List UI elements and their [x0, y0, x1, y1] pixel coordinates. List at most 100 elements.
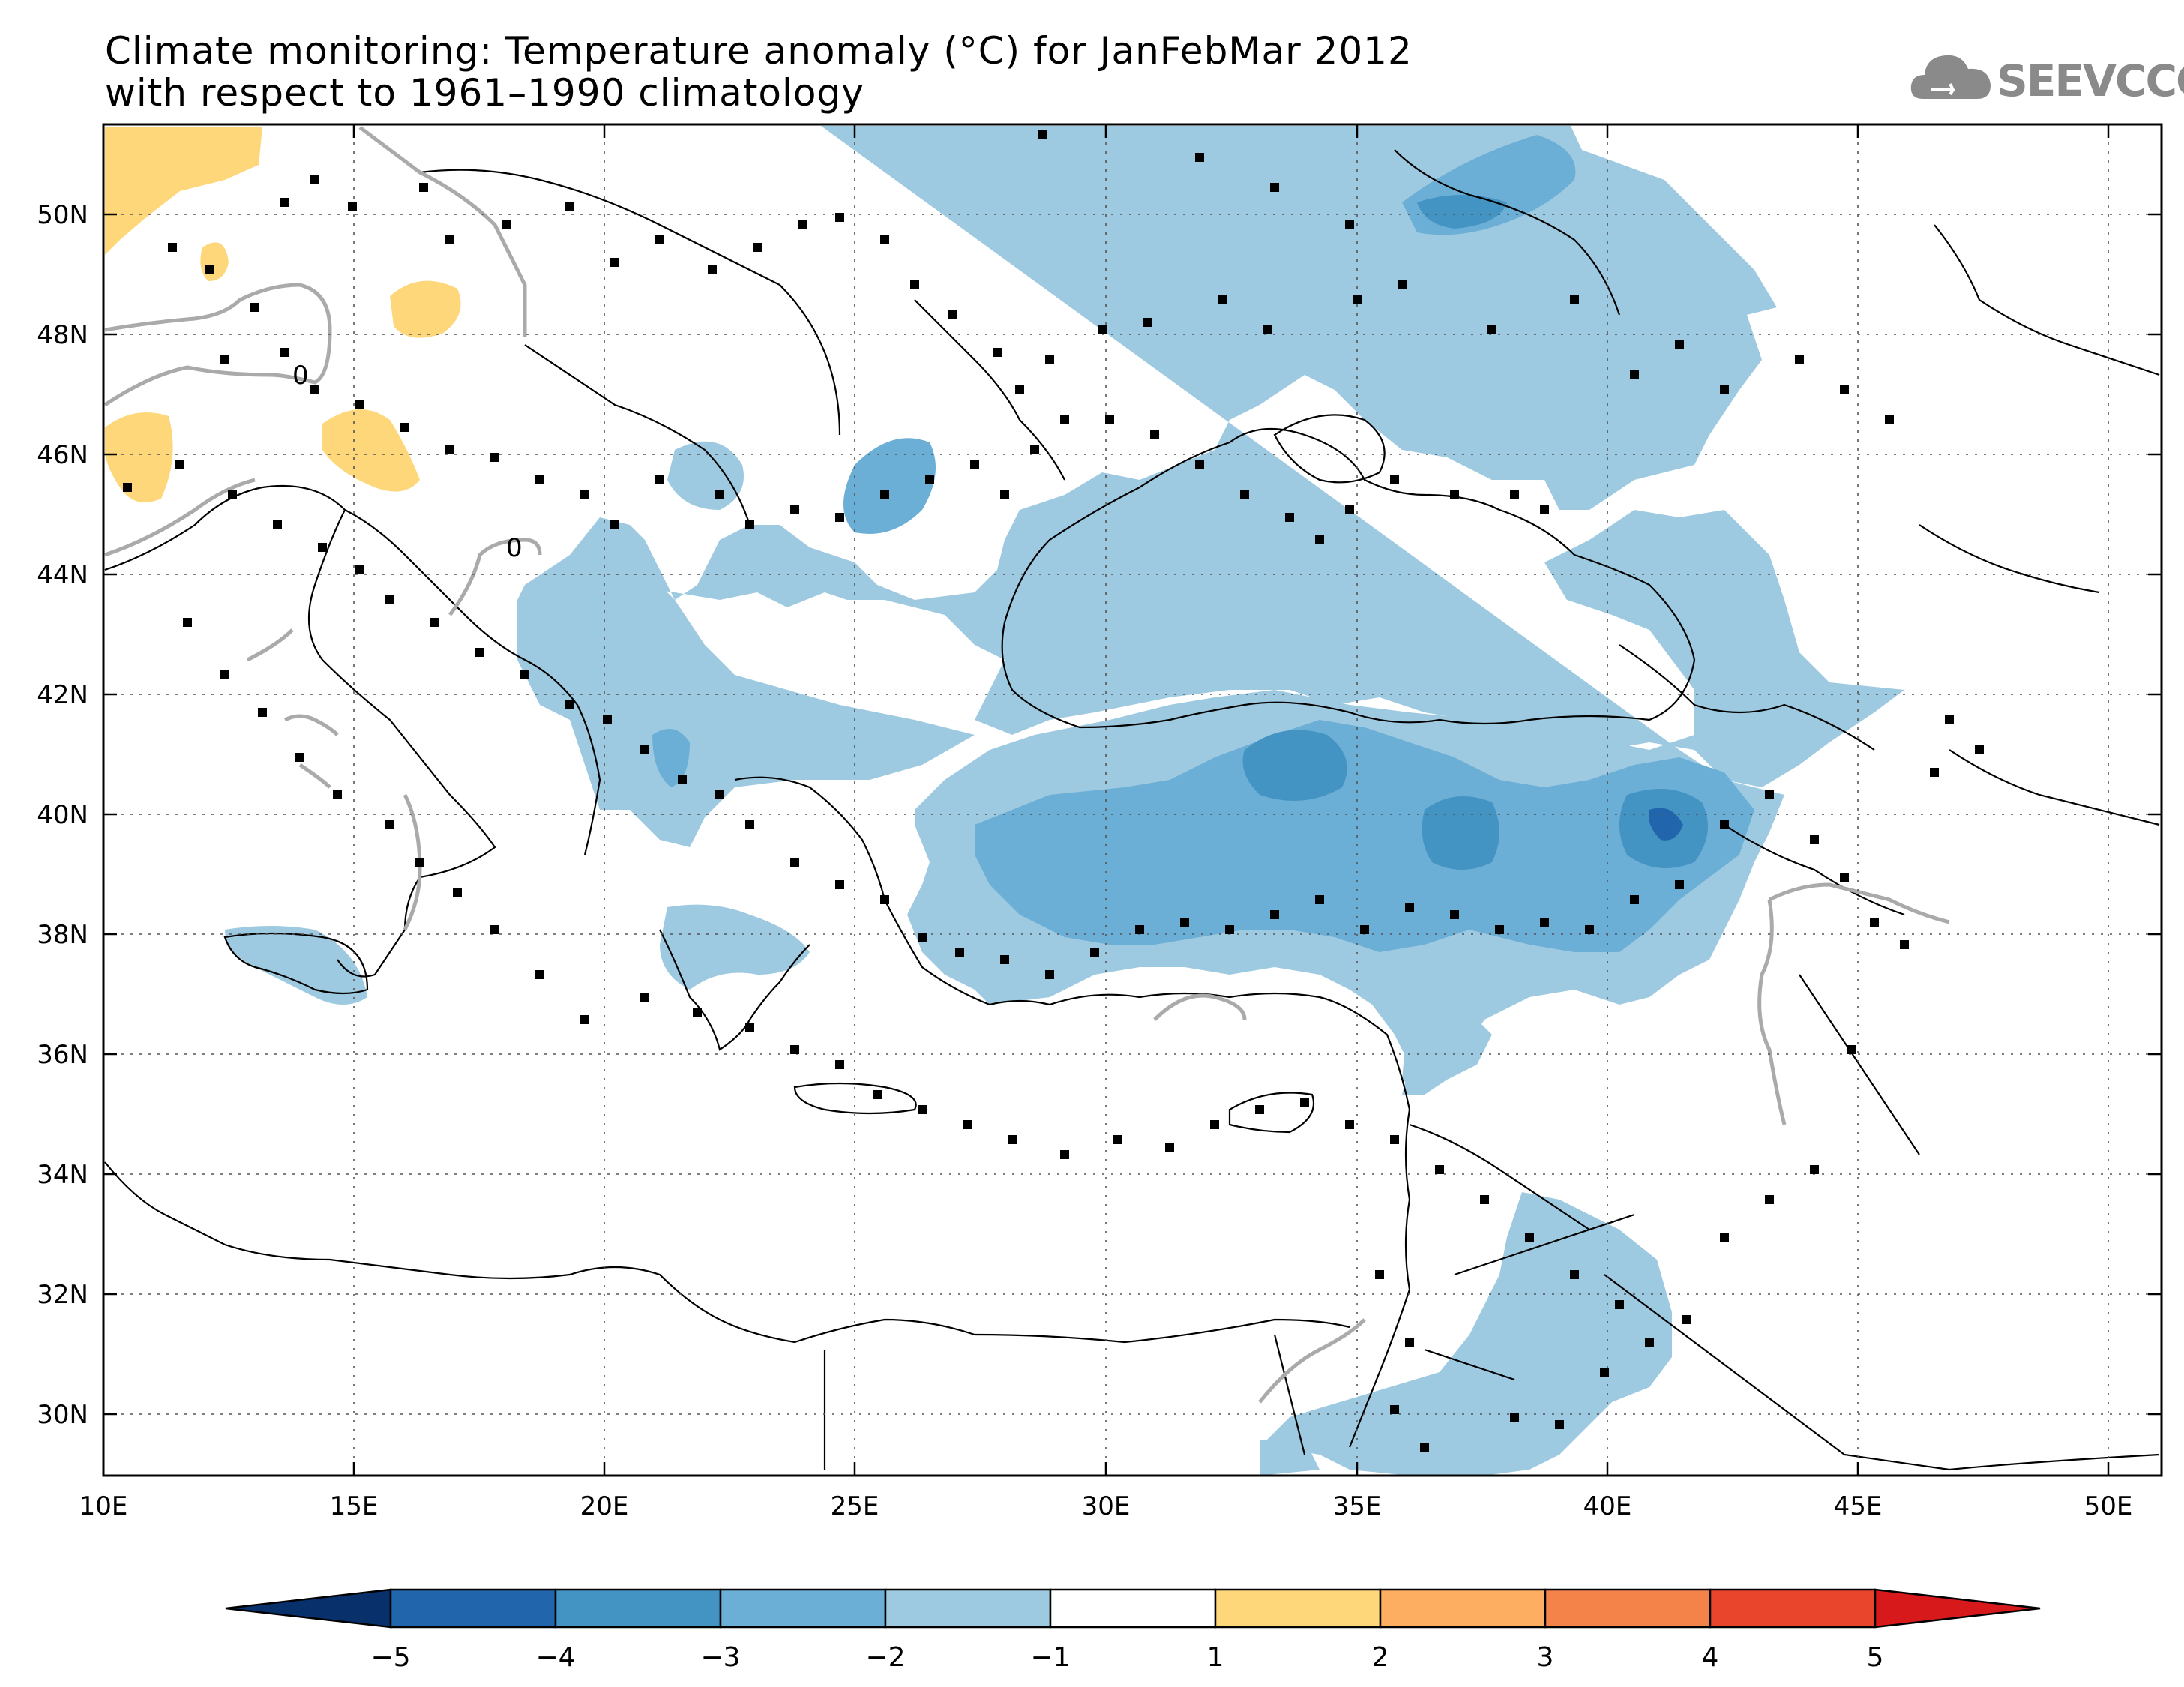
station-marker [1390, 1405, 1399, 1414]
station-marker [1113, 1135, 1122, 1144]
station-marker [693, 1008, 702, 1017]
station-marker [318, 543, 327, 552]
colorbar-label: −2 [865, 1642, 905, 1673]
cold-anomaly-region [652, 729, 690, 787]
north-africa-coast [104, 1161, 1350, 1344]
station-marker [603, 715, 612, 724]
station-marker [1900, 940, 1909, 949]
lon-tick-label: 35E [1333, 1491, 1382, 1521]
station-marker [1525, 1233, 1534, 1242]
country-borders [419, 149, 2160, 1471]
station-marker [502, 220, 511, 229]
station-marker [910, 280, 919, 289]
cold-anomaly-region [975, 720, 1754, 952]
colorbar-swatch [719, 1588, 887, 1629]
cloud-icon [1910, 55, 1991, 99]
station-marker [565, 700, 574, 709]
station-marker [1353, 295, 1362, 304]
station-marker [1810, 1165, 1819, 1174]
station-marker [175, 460, 184, 469]
latitude-labels: 50N 48N 46N 44N 42N 40N 38N 36N 34N 32N … [37, 200, 88, 1430]
station-marker [1255, 1105, 1264, 1114]
cold-anomaly-region [1417, 195, 1507, 229]
colorbar-label: −3 [700, 1642, 740, 1673]
lat-tick-label: 50N [37, 200, 88, 230]
station-marker [1720, 385, 1729, 394]
zero-contour [1153, 993, 1247, 1021]
station-marker [835, 880, 844, 889]
station-marker [1420, 1443, 1429, 1452]
station-marker [835, 1060, 844, 1069]
colorbar-label: 2 [1372, 1642, 1389, 1673]
station-marker [419, 183, 428, 192]
lon-tick-label: 15E [330, 1491, 379, 1521]
station-marker [520, 670, 529, 679]
station-marker [1765, 790, 1774, 799]
station-marker [610, 258, 619, 267]
station-marker [880, 235, 889, 244]
station-marker [1390, 475, 1399, 484]
cold-anomaly-region [1260, 1192, 1672, 1476]
station-marker [1015, 385, 1024, 394]
station-marker [1630, 370, 1639, 379]
station-marker [123, 483, 132, 492]
colorbar-swatch [1544, 1588, 1712, 1629]
station-marker [880, 490, 889, 499]
station-marker [1038, 130, 1047, 139]
station-marker [1345, 220, 1354, 229]
lon-tick-label: 25E [831, 1491, 879, 1521]
zero-contour [104, 478, 256, 557]
station-marker [430, 618, 439, 627]
station-marker [445, 445, 454, 454]
station-marker [400, 423, 409, 432]
station-marker [880, 895, 889, 904]
colorbar-label: −5 [370, 1642, 410, 1673]
lat-tick-label: 46N [37, 440, 88, 470]
warm-anomaly-region [322, 409, 420, 492]
station-marker [1555, 1420, 1564, 1429]
station-marker [1210, 1120, 1219, 1129]
station-marker [790, 1045, 799, 1054]
station-marker [1450, 910, 1459, 919]
station-marker [1263, 325, 1272, 334]
station-marker [918, 1105, 927, 1114]
station-marker [1765, 1195, 1774, 1204]
station-marker [948, 310, 957, 319]
station-marker [963, 1120, 972, 1129]
station-marker [1270, 910, 1279, 919]
colorbar-label: 3 [1537, 1642, 1554, 1673]
station-marker [655, 475, 664, 484]
station-marker [355, 400, 364, 409]
station-marker [1143, 318, 1152, 327]
station-marker [918, 933, 927, 942]
station-marker [610, 520, 619, 529]
lon-tick-label: 45E [1834, 1491, 1883, 1521]
station-marker [183, 618, 192, 627]
station-marker [1720, 820, 1729, 829]
station-marker [678, 775, 687, 784]
cold-anomaly-region [667, 441, 744, 510]
station-marker [1847, 1045, 1856, 1054]
station-marker [1270, 183, 1279, 192]
station-marker [715, 790, 724, 799]
lat-tick-label: 38N [37, 920, 88, 950]
station-marker [453, 888, 462, 897]
sicily-coast [223, 932, 369, 995]
station-marker [1540, 918, 1549, 927]
station-marker [708, 265, 717, 274]
station-marker [790, 505, 799, 514]
station-marker [1630, 895, 1639, 904]
station-marker [1450, 490, 1459, 499]
italy-coast [104, 484, 496, 978]
station-marker [1480, 1195, 1489, 1204]
station-marker [1405, 1338, 1414, 1347]
colorbar-swatch [1214, 1588, 1382, 1629]
cold-anomaly-region [1402, 997, 1492, 1095]
station-marker [1840, 385, 1849, 394]
zero-contour [1768, 882, 1950, 924]
station-marker [715, 490, 724, 499]
station-marker [333, 790, 342, 799]
station-marker [280, 348, 289, 357]
cold-anomaly-region [1242, 730, 1347, 801]
